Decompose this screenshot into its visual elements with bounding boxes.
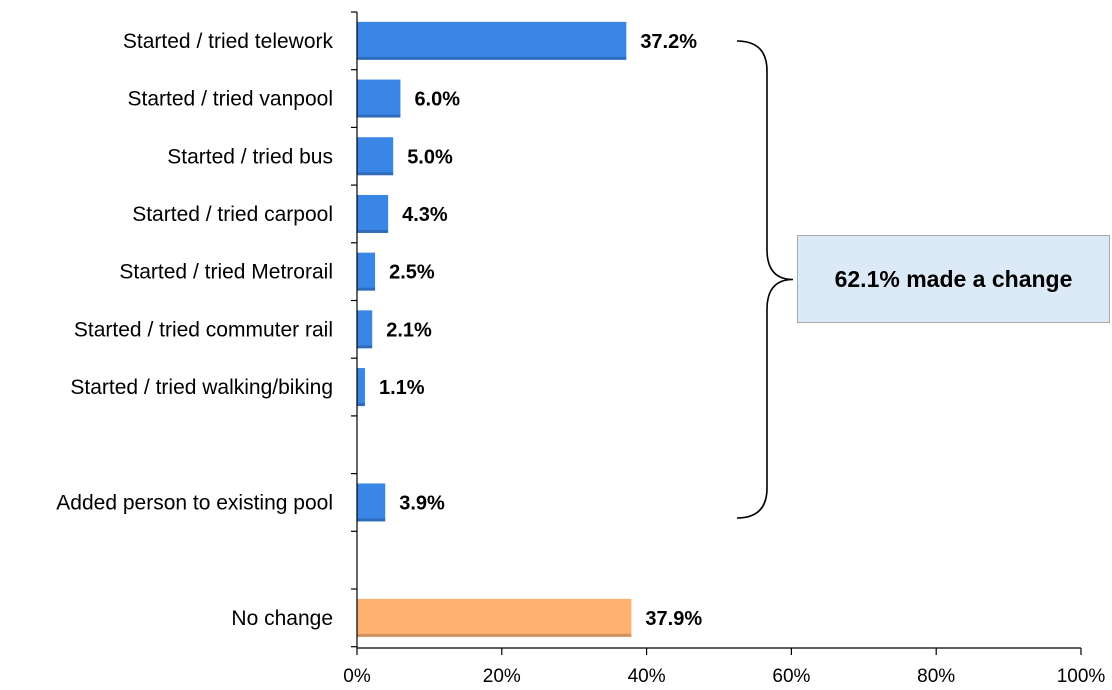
category-label-4: Started / tried Metrorail	[119, 261, 333, 284]
x-tick-label-2: 40%	[628, 666, 666, 687]
category-label-2: Started / tried bus	[167, 145, 333, 168]
category-label-6: Started / tried walking/biking	[70, 376, 333, 399]
change-callout-box: 62.1% made a change	[797, 235, 1110, 323]
bar-shadow-0	[357, 56, 627, 60]
value-label-1: 6.0%	[414, 89, 460, 111]
category-label-1: Started / tried vanpool	[128, 88, 333, 111]
bar-7	[357, 483, 386, 522]
bar-shadow-7	[357, 518, 386, 522]
bar-2	[357, 137, 394, 176]
value-label-3: 4.3%	[402, 204, 448, 226]
value-label-5: 2.1%	[386, 319, 432, 341]
bar-shadow-2	[357, 172, 394, 176]
bar-8	[357, 598, 632, 637]
category-label-0: Started / tried telework	[123, 30, 334, 53]
change-callout-text: 62.1% made a change	[834, 265, 1073, 292]
x-tick-label-0: 0%	[343, 666, 371, 687]
x-tick-label-4: 80%	[917, 666, 955, 687]
category-label-5: Started / tried commuter rail	[74, 318, 333, 341]
bar-5	[357, 310, 373, 349]
value-label-7: 3.9%	[399, 492, 445, 514]
bar-3	[357, 194, 389, 233]
value-label-0: 37.2%	[640, 31, 697, 53]
x-tick-label-3: 60%	[772, 666, 810, 687]
x-tick-label-1: 20%	[483, 666, 521, 687]
bar-shadow-6	[357, 403, 365, 407]
value-label-8: 37.9%	[645, 608, 702, 630]
bar-4	[357, 252, 376, 291]
category-label-8: No change	[231, 607, 333, 630]
category-label-7: Added person to existing pool	[56, 491, 333, 514]
value-label-4: 2.5%	[389, 262, 435, 284]
bar-shadow-1	[357, 114, 401, 118]
bar-shadow-4	[357, 287, 376, 291]
bar-shadow-3	[357, 229, 389, 233]
bar-6	[357, 368, 365, 407]
bar-0	[357, 21, 627, 60]
bar-1	[357, 79, 401, 118]
change-brace	[736, 40, 794, 519]
bar-shadow-5	[357, 345, 373, 349]
bar-shadow-8	[357, 633, 632, 637]
value-label-6: 1.1%	[379, 377, 425, 399]
x-tick-label-5: 100%	[1057, 666, 1106, 687]
category-label-3: Started / tried carpool	[132, 203, 333, 226]
value-label-2: 5.0%	[407, 146, 453, 168]
